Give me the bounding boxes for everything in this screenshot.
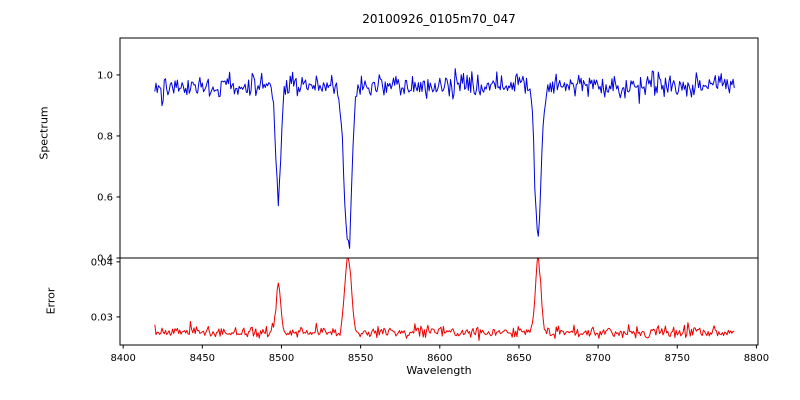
svg-text:0.04: 0.04 [91,257,113,268]
svg-text:8450: 8450 [190,353,215,364]
svg-text:0.03: 0.03 [91,312,113,323]
svg-text:8650: 8650 [506,353,531,364]
svg-text:8700: 8700 [585,353,610,364]
svg-text:8400: 8400 [110,353,135,364]
chart-title: 20100926_0105m70_047 [362,12,516,26]
svg-text:1.0: 1.0 [97,70,113,81]
svg-text:0.4: 0.4 [97,254,113,265]
svg-text:0.8: 0.8 [97,131,113,142]
svg-text:0.6: 0.6 [97,192,113,203]
svg-text:8600: 8600 [427,353,452,364]
svg-text:8500: 8500 [269,353,294,364]
svg-text:8550: 8550 [348,353,373,364]
svg-text:8750: 8750 [665,353,690,364]
wavelength-x-axis-label: Wavelength [406,364,472,377]
svg-text:8800: 8800 [744,353,769,364]
